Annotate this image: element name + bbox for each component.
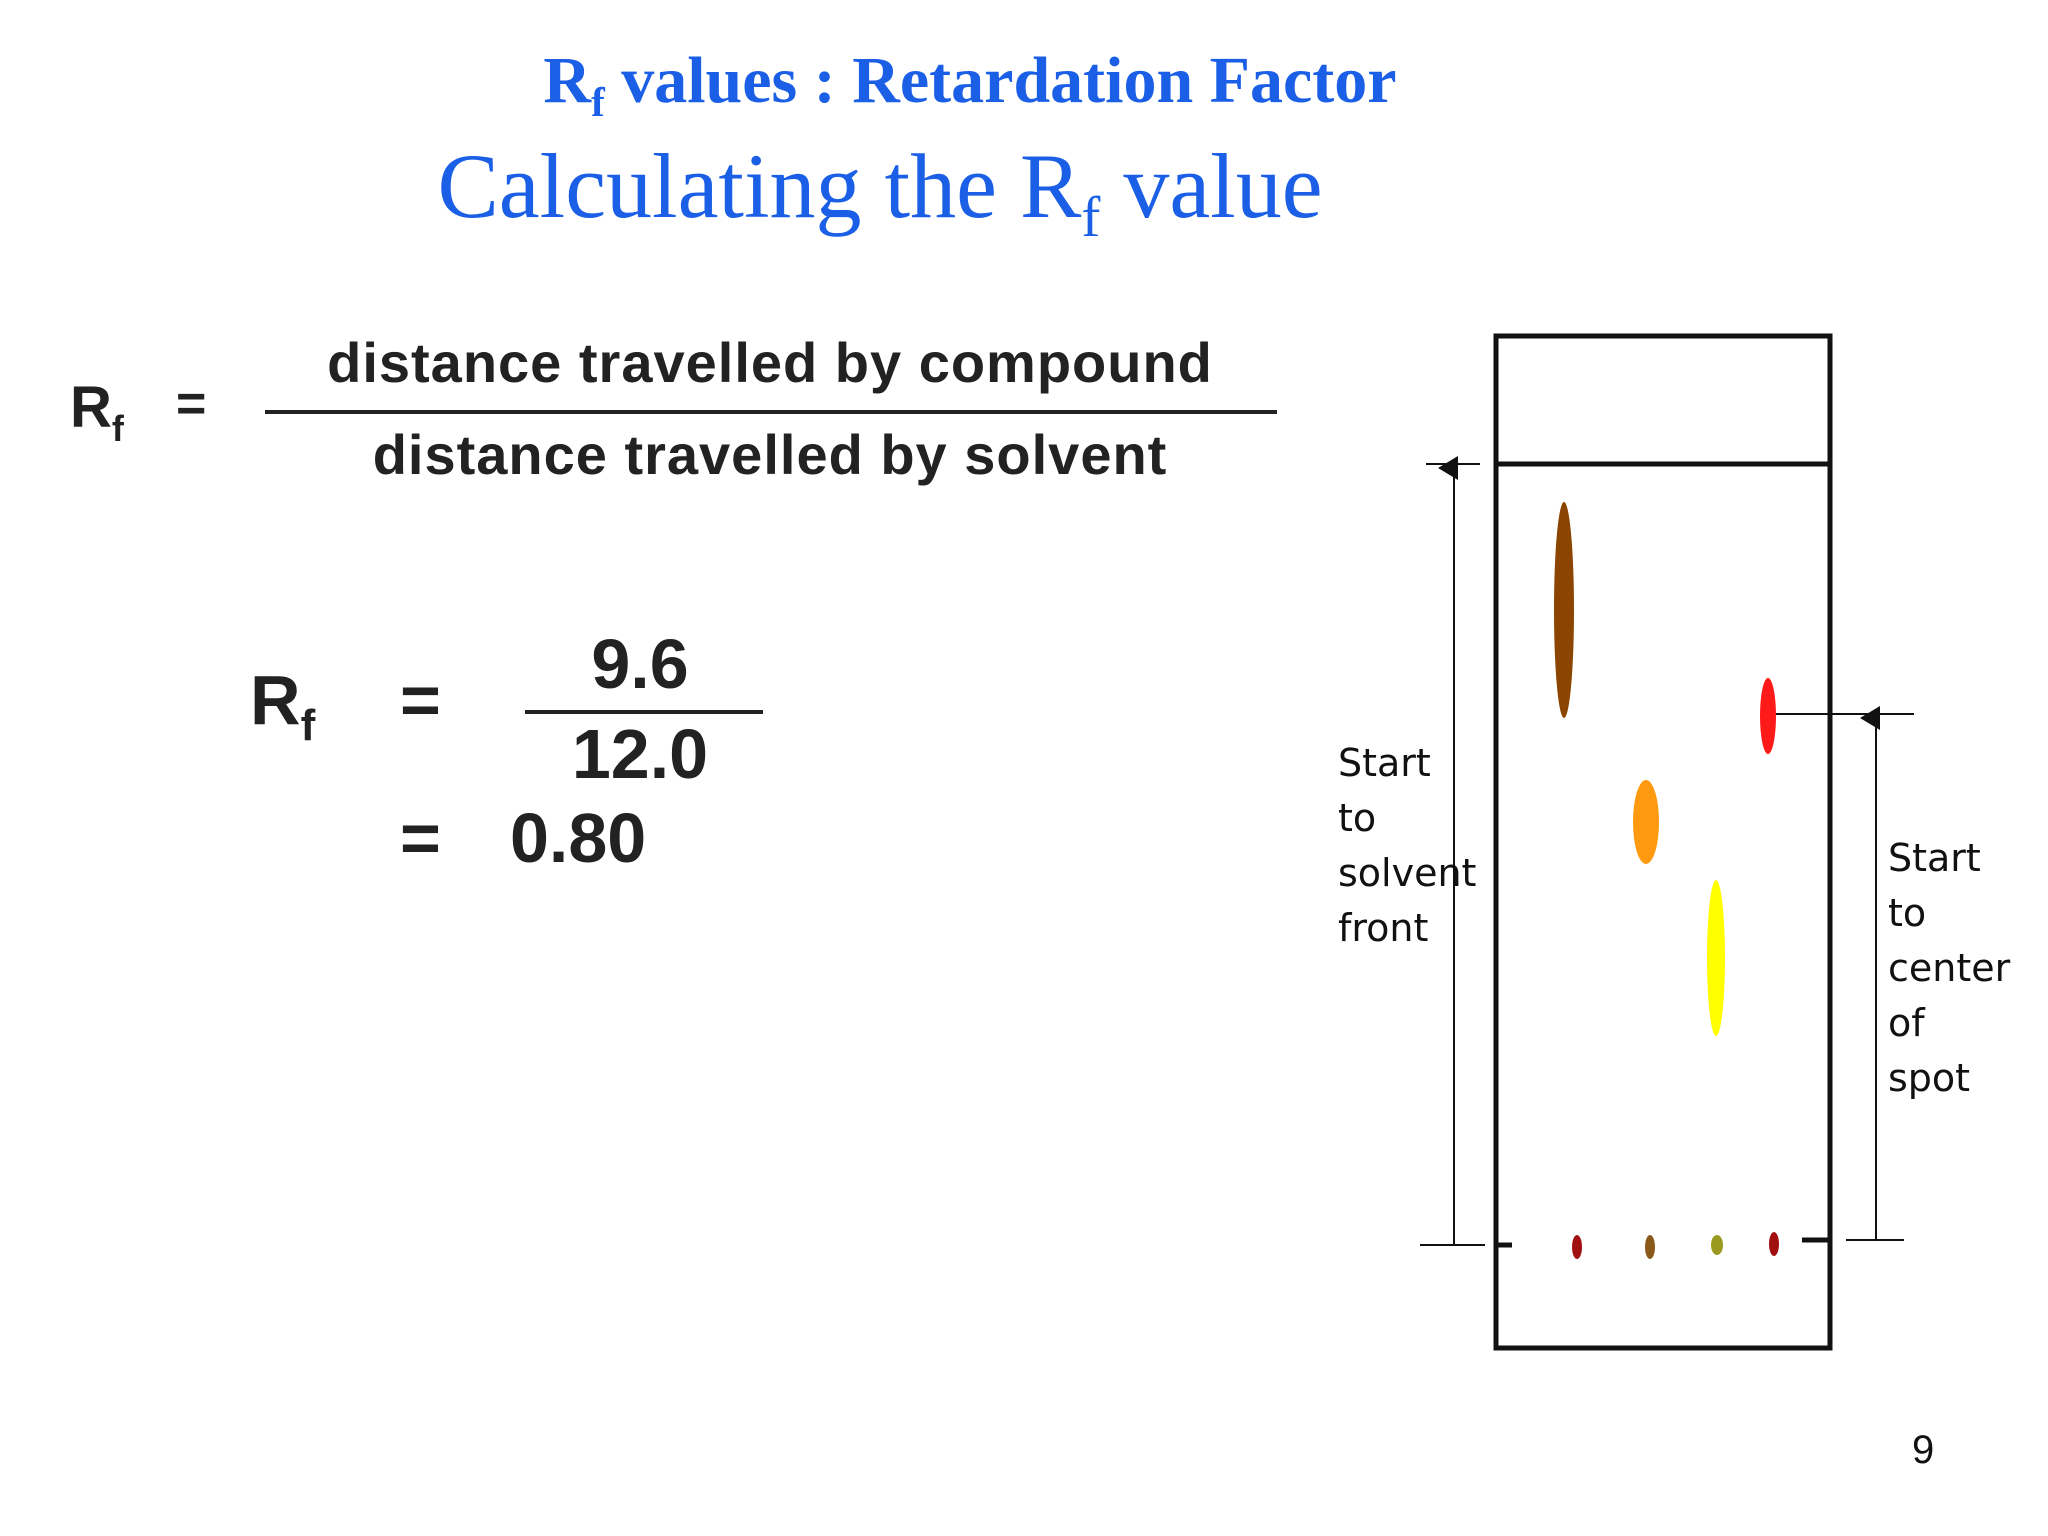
formula-fraction-bar: [265, 410, 1277, 414]
origin-spot-red: [1572, 1235, 1582, 1259]
page-number: 9: [1912, 1428, 1935, 1472]
slide-title: Rf values : Retardation Factor: [543, 44, 1397, 125]
calc-rf-symbol: Rf: [250, 661, 316, 750]
spot-center-label-line: spot: [1888, 1056, 1970, 1100]
brown-spot: [1554, 502, 1574, 718]
spot-center-label: Start to center of spot: [1888, 836, 2022, 1100]
calc-numerator: 9.6: [591, 625, 689, 703]
rf-calculation: Rf = 9.6 12.0 = 0.80: [240, 625, 840, 890]
red-spot: [1760, 678, 1776, 754]
calc-equals: =: [400, 661, 441, 739]
origin-spot-darkred: [1769, 1232, 1779, 1256]
orange-spot: [1633, 780, 1659, 864]
yellow-spot: [1707, 880, 1725, 1036]
calc-result: 0.80: [510, 799, 647, 877]
tlc-plate: [1493, 333, 1833, 1351]
calc-result-equals: =: [400, 799, 441, 877]
spot-center-label-line: center: [1888, 946, 2011, 990]
calc-fraction-bar: [525, 710, 763, 714]
formula-denominator: distance travelled by solvent: [372, 423, 1168, 486]
rf-formula: Rf = distance travelled by compound dist…: [60, 330, 1277, 490]
formula-equals: =: [176, 375, 207, 433]
solvent-front-label-line: to: [1338, 796, 1376, 840]
solvent-front-label-line: front: [1338, 906, 1428, 950]
solvent-front-label-line: solvent: [1338, 851, 1476, 895]
solvent-front-label: Start to solvent front: [1338, 741, 1489, 950]
rf-symbol: Rf: [70, 375, 124, 449]
formula-numerator: distance travelled by compound: [327, 331, 1213, 394]
calc-denominator: 12.0: [571, 715, 709, 793]
spot-center-label-line: to: [1888, 891, 1926, 935]
slide-subtitle: Calculating the Rf value: [437, 135, 1323, 250]
origin-spot-olive: [1711, 1235, 1723, 1255]
solvent-front-label-line: Start: [1338, 741, 1431, 785]
spot-center-label-line: Start: [1888, 836, 1981, 880]
origin-spot-brown: [1645, 1235, 1655, 1259]
spot-center-label-line: of: [1888, 1001, 1926, 1045]
